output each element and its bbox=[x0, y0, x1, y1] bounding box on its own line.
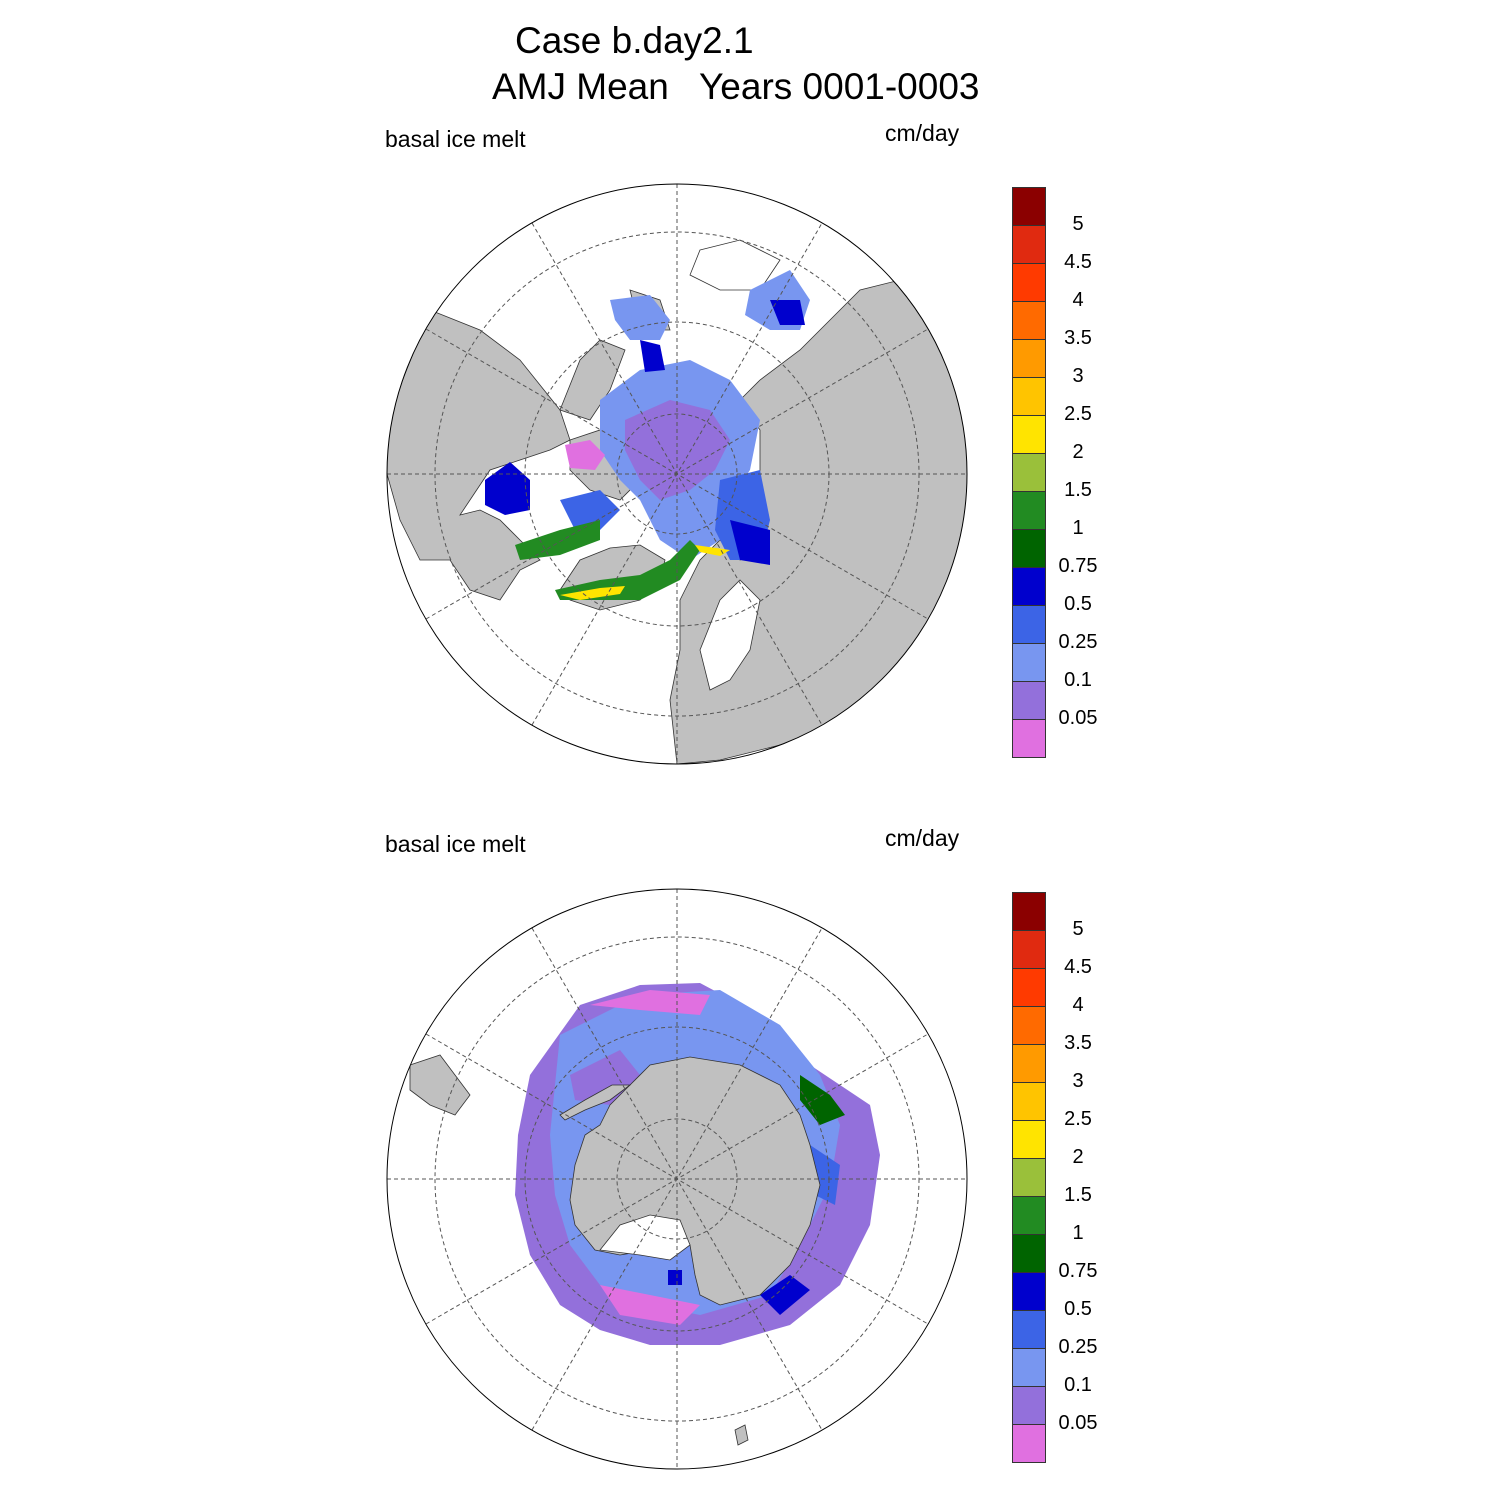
colorbar-swatch bbox=[1012, 567, 1046, 606]
colorbar-tick-label: 3.5 bbox=[1064, 1032, 1092, 1054]
colorbar-tick-label: 4.5 bbox=[1064, 956, 1092, 978]
colorbar-tick-label: 0.75 bbox=[1058, 1260, 1098, 1282]
colorbar-tick-label: 3.5 bbox=[1064, 327, 1092, 349]
colorbar-swatch bbox=[1012, 1348, 1046, 1387]
colorbar-swatch bbox=[1012, 1272, 1046, 1311]
colorbar-tick-label: 4 bbox=[1072, 289, 1084, 311]
colorbar-tick-label: 5 bbox=[1072, 213, 1084, 235]
colorbar-swatch bbox=[1012, 1310, 1046, 1349]
colorbar-tick-label: 0.25 bbox=[1058, 631, 1098, 653]
colorbar-tick-label: 0.1 bbox=[1064, 669, 1092, 691]
colorbar-swatch bbox=[1012, 681, 1046, 720]
figure-title-period: AMJ Mean Years 0001-0003 bbox=[492, 66, 980, 107]
colorbar-tick-label: 2 bbox=[1072, 441, 1084, 463]
graticule bbox=[387, 889, 967, 1469]
colorbar-tick-label: 0.75 bbox=[1058, 555, 1098, 577]
colorbar-swatch bbox=[1012, 1158, 1046, 1197]
colorbar-swatch bbox=[1012, 491, 1046, 530]
south-polar-map bbox=[386, 888, 968, 1470]
colorbar-swatch bbox=[1012, 930, 1046, 969]
colorbar-swatch bbox=[1012, 377, 1046, 416]
panel-northern-hemisphere: basal ice melt cm/day bbox=[0, 0, 1500, 765]
colorbar-swatch bbox=[1012, 892, 1046, 931]
units-label: cm/day bbox=[885, 120, 960, 146]
colorbar-tick-label: 0.5 bbox=[1064, 1298, 1092, 1320]
colorbar-swatch bbox=[1012, 1120, 1046, 1159]
colorbar-swatch bbox=[1012, 1196, 1046, 1235]
colorbar-swatch bbox=[1012, 529, 1046, 568]
colorbar-swatch bbox=[1012, 1082, 1046, 1121]
colorbar-swatch bbox=[1012, 643, 1046, 682]
land-masses bbox=[409, 1054, 821, 1446]
colorbar-swatch bbox=[1012, 339, 1046, 378]
colorbar-swatch bbox=[1012, 1006, 1046, 1045]
figure-title-case: Case b.day2.1 bbox=[515, 20, 754, 61]
colorbar-swatch bbox=[1012, 1234, 1046, 1273]
colorbar-tick-label: 3 bbox=[1072, 365, 1084, 387]
colorbar-swatch bbox=[1012, 415, 1046, 454]
map-boundary bbox=[386, 888, 968, 1470]
colorbar-tick-label: 0.05 bbox=[1058, 707, 1098, 729]
colorbar-tick-label: 5 bbox=[1072, 918, 1084, 940]
map-boundary bbox=[386, 183, 968, 765]
colorbar-swatch bbox=[1012, 1386, 1046, 1425]
north-polar-map bbox=[386, 183, 968, 765]
colorbar-swatch bbox=[1012, 301, 1046, 340]
colorbar-tick-label: 0.25 bbox=[1058, 1336, 1098, 1358]
colorbar-swatch bbox=[1012, 263, 1046, 302]
colorbar-swatch bbox=[1012, 605, 1046, 644]
colorbar-tick-label: 0.1 bbox=[1064, 1374, 1092, 1396]
graticule bbox=[387, 184, 967, 764]
colorbar-tick-label: 2 bbox=[1072, 1146, 1084, 1168]
units-label: cm/day bbox=[885, 825, 960, 851]
variable-label: basal ice melt bbox=[385, 831, 526, 857]
colorbar-tick-label: 2.5 bbox=[1064, 403, 1092, 425]
colorbar-swatch bbox=[1012, 1424, 1046, 1463]
colorbar-tick-label: 1.5 bbox=[1064, 479, 1092, 501]
colorbar-tick-label: 1.5 bbox=[1064, 1184, 1092, 1206]
panel-southern-hemisphere: basal ice melt cm/day bbox=[0, 705, 1500, 1470]
colorbar-tick-label: 2.5 bbox=[1064, 1108, 1092, 1130]
colorbar-tick-label: 1 bbox=[1072, 517, 1084, 539]
colorbar-segments bbox=[1012, 892, 1046, 1463]
colorbar-tick-label: 3 bbox=[1072, 1070, 1084, 1092]
colorbar-swatch bbox=[1012, 187, 1046, 226]
colorbar-swatch bbox=[1012, 453, 1046, 492]
colorbar-swatch bbox=[1012, 968, 1046, 1007]
colorbar-tick-label: 4 bbox=[1072, 994, 1084, 1016]
colorbar-tick-label: 0.5 bbox=[1064, 593, 1092, 615]
colorbar-segments bbox=[1012, 187, 1046, 758]
colorbar-swatch bbox=[1012, 225, 1046, 264]
colorbar-swatch bbox=[1012, 719, 1046, 758]
colorbar-tick-label: 4.5 bbox=[1064, 251, 1092, 273]
variable-label: basal ice melt bbox=[385, 126, 526, 152]
colorbar-tick-label: 1 bbox=[1072, 1222, 1084, 1244]
colorbar-tick-label: 0.05 bbox=[1058, 1412, 1098, 1434]
colorbar-swatch bbox=[1012, 1044, 1046, 1083]
